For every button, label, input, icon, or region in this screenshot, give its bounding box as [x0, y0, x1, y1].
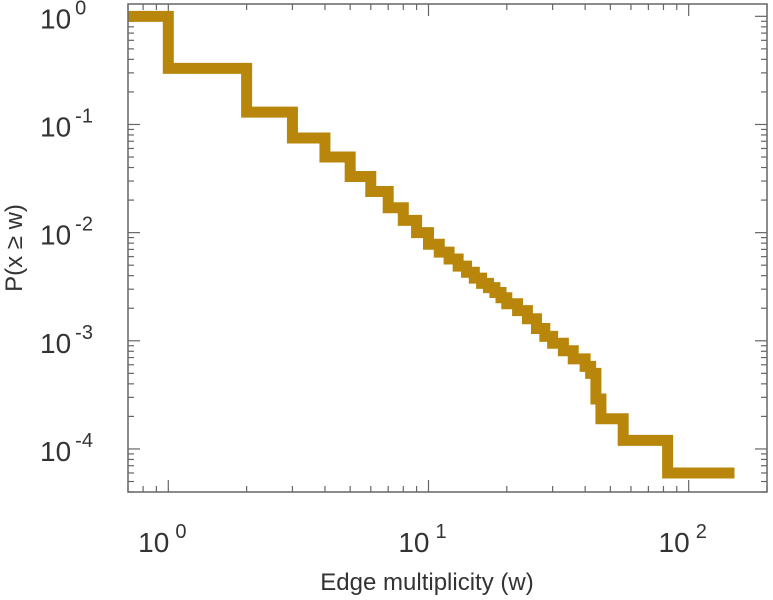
x-tick-base: 10	[398, 527, 429, 558]
y-tick-exponent: -4	[75, 430, 93, 452]
ccdf-step-line	[128, 10, 735, 479]
y-tick-base: 10	[40, 3, 71, 34]
y-tick-base: 10	[40, 220, 71, 251]
series-layer	[128, 10, 735, 479]
x-axis	[127, 4, 768, 492]
x-tick-exponent: 0	[175, 521, 186, 543]
x-tick-label: 10 2	[659, 521, 707, 558]
plot-frame	[127, 3, 768, 493]
x-tick-label: 10 0	[138, 521, 186, 558]
x-tick-base: 10	[659, 527, 690, 558]
y-tick-label: 10 -3	[40, 322, 93, 359]
y-tick-label: 10 -2	[40, 214, 93, 251]
x-axis-label: Edge multiplicity (w)	[320, 569, 533, 596]
x-tick-labels: 10 0 10 1 10 2	[138, 521, 707, 558]
y-tick-base: 10	[40, 111, 71, 142]
x-tick-base: 10	[138, 527, 169, 558]
y-tick-exponent: -3	[75, 322, 93, 344]
y-tick-label: 10 -4	[40, 430, 93, 467]
y-tick-exponent: -2	[75, 214, 93, 236]
x-tick-exponent: 2	[696, 521, 707, 543]
y-tick-label: 10 0	[40, 0, 86, 34]
y-tick-exponent: -1	[75, 105, 93, 127]
x-tick-label: 10 1	[398, 521, 446, 558]
y-axis-label: P(x ≥ w)	[1, 204, 28, 292]
y-tick-base: 10	[40, 436, 71, 467]
y-tick-exponent: 0	[75, 0, 86, 19]
y-tick-label: 10 -1	[40, 105, 93, 142]
y-axis	[128, 15, 767, 493]
x-tick-exponent: 1	[436, 521, 447, 543]
y-tick-base: 10	[40, 328, 71, 359]
